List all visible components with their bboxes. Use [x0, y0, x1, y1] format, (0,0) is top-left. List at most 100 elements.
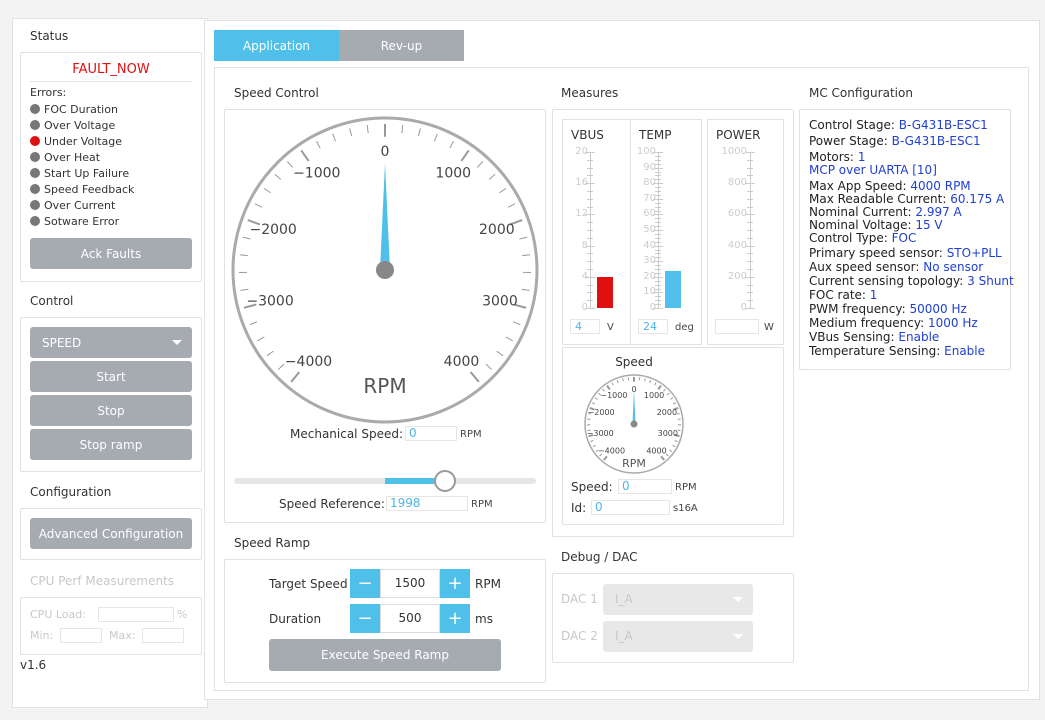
dac2-select[interactable]: I_A: [603, 621, 753, 652]
mc-config-value: MCP over UARTA [10]: [809, 163, 937, 177]
temp-tick: [655, 296, 661, 298]
temp-tick-label: 80: [643, 177, 656, 189]
vbus-tick-label: 0: [564, 302, 588, 313]
temp-label: TEMP: [639, 128, 672, 142]
mini-gauge-ticks: [586, 377, 682, 461]
temp-tick: [655, 210, 661, 212]
gauge-tick-label: −1000: [600, 391, 627, 400]
power-tick: [745, 308, 755, 309]
temp-tick: [655, 241, 661, 243]
mc-config-row: Current sensing topology: 3 Shunt: [809, 274, 1014, 288]
gauge-tick: [274, 173, 282, 180]
power-tick: [747, 292, 753, 294]
temp-tick-label: 100: [636, 146, 656, 157]
id-unit: s16A: [673, 503, 698, 514]
cpu-load-field: [98, 607, 174, 622]
start-button[interactable]: Start: [30, 361, 192, 392]
mc-config-row: Nominal Voltage: 15 V: [809, 218, 943, 232]
vbus-tick: [587, 237, 593, 239]
mc-configuration-title: MC Configuration: [809, 86, 913, 100]
temp-tick: [655, 269, 661, 270]
power-tick: [747, 284, 753, 286]
debug-dac-title: Debug / DAC: [561, 550, 638, 564]
temp-tick-label: 50: [643, 224, 656, 235]
stop-ramp-button[interactable]: Stop ramp: [30, 429, 192, 460]
error-label: Over Heat: [44, 151, 101, 164]
mc-config-key: Motors:: [809, 150, 854, 164]
power-tick: [747, 167, 753, 169]
gauge-tick: [616, 379, 619, 384]
temp-tick: [655, 218, 661, 220]
gauge-tick: [366, 125, 369, 134]
tab-application[interactable]: Application: [214, 30, 339, 61]
gauge-tick: [591, 402, 596, 405]
error-label: Sotware Error: [44, 215, 120, 228]
mc-config-value: 60.175 A: [950, 192, 1005, 206]
dac1-label: DAC 1: [561, 592, 598, 606]
power-tick: [747, 175, 753, 177]
temp-bar-fill: [665, 270, 681, 308]
fault-status: FAULT_NOW: [72, 62, 150, 77]
vbus-tick-label: 16: [575, 177, 588, 189]
mc-config-row: Max App Speed: 4000 RPM: [809, 179, 971, 193]
tab-revup[interactable]: Rev-up: [339, 30, 464, 61]
mc-config-row: Power Stage: B-G431B-ESC1: [809, 134, 981, 148]
dac1-select[interactable]: I_A: [603, 584, 753, 615]
mc-config-value: STO+PLL: [946, 246, 1002, 260]
mini-gauge-unit: RPM: [622, 457, 646, 470]
power-tick: [747, 198, 753, 200]
stop-button[interactable]: Stop: [30, 395, 192, 426]
mc-config-key: VBus Sensing:: [809, 330, 895, 344]
gauge-tick: [522, 254, 531, 257]
speed-reference-slider[interactable]: [234, 470, 536, 492]
tab-content: [214, 67, 1029, 691]
gauge-tick-label: 2000: [657, 408, 677, 417]
error-label: FOC Duration: [44, 103, 118, 116]
execute-speed-ramp-button[interactable]: Execute Speed Ramp: [269, 639, 501, 671]
mini-gauge-hub: [630, 420, 638, 428]
gauge-tick: [449, 140, 454, 149]
target-speed-input[interactable]: 1500: [380, 569, 440, 598]
dac2-label: DAC 2: [561, 629, 598, 643]
gauge-tick: [592, 444, 596, 448]
power-tick: [747, 237, 753, 239]
cpu-load-unit: %: [177, 608, 188, 621]
duration-label: Duration: [269, 612, 322, 626]
temp-tick: [655, 288, 661, 290]
vbus-tick: [585, 183, 595, 185]
power-tick: [745, 214, 755, 216]
temp-tick: [653, 276, 663, 278]
gauge-tick: [606, 384, 611, 391]
temp-tick: [655, 226, 661, 228]
advanced-configuration-button[interactable]: Advanced Configuration: [30, 518, 192, 549]
slider-handle[interactable]: [434, 470, 457, 492]
duration-plus-button[interactable]: +: [440, 604, 470, 633]
speed-reference-field[interactable]: 1998: [386, 496, 468, 511]
mc-config-row: Primary speed sensor: STO+PLL: [809, 246, 1002, 260]
target-speed-plus-button[interactable]: +: [440, 569, 470, 598]
mc-config-row: Nominal Current: 2.997 A: [809, 205, 962, 219]
cpu-title: CPU Perf Measurements: [30, 574, 175, 588]
duration-minus-button[interactable]: −: [350, 604, 380, 633]
mc-config-key: Control Type:: [809, 231, 888, 245]
ack-faults-button[interactable]: Ack Faults: [30, 238, 192, 269]
target-speed-minus-button[interactable]: −: [350, 569, 380, 598]
power-value-field: [715, 319, 759, 334]
power-tick-label: 200: [727, 270, 747, 282]
mc-config-row: FOC rate: 1: [809, 288, 877, 302]
gauge-tick: [588, 412, 592, 415]
temp-tick-label: 60: [643, 208, 656, 220]
vbus-tick: [587, 167, 593, 169]
vbus-tick: [587, 230, 593, 231]
mini-gauge-needle: [632, 389, 636, 424]
vbus-tick-label: 12: [575, 208, 588, 220]
error-indicator-icon: [30, 104, 40, 114]
error-label: Over Current: [44, 199, 116, 212]
gauge-tick-label: 2000: [479, 222, 515, 238]
vbus-tick: [587, 175, 593, 177]
speed-control-title: Speed Control: [234, 86, 319, 100]
mode-select[interactable]: SPEED: [30, 327, 192, 358]
duration-input[interactable]: 500: [380, 604, 440, 633]
vbus-tick: [585, 245, 595, 247]
speed-mini-panel: [562, 347, 784, 525]
